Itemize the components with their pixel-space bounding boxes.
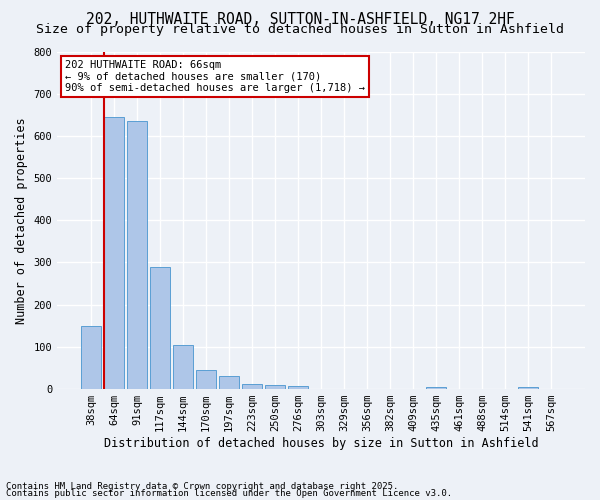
Bar <box>173 345 193 389</box>
Bar <box>196 370 216 389</box>
Bar <box>518 387 538 389</box>
Text: Size of property relative to detached houses in Sutton in Ashfield: Size of property relative to detached ho… <box>36 22 564 36</box>
Bar <box>104 117 124 389</box>
Bar <box>288 386 308 389</box>
Y-axis label: Number of detached properties: Number of detached properties <box>15 117 28 324</box>
Bar <box>427 387 446 389</box>
Text: Contains public sector information licensed under the Open Government Licence v3: Contains public sector information licen… <box>6 489 452 498</box>
Text: Contains HM Land Registry data © Crown copyright and database right 2025.: Contains HM Land Registry data © Crown c… <box>6 482 398 491</box>
Bar <box>127 121 147 389</box>
Bar <box>242 384 262 389</box>
Text: 202, HUTHWAITE ROAD, SUTTON-IN-ASHFIELD, NG17 2HF: 202, HUTHWAITE ROAD, SUTTON-IN-ASHFIELD,… <box>86 12 514 26</box>
Bar <box>81 326 101 389</box>
X-axis label: Distribution of detached houses by size in Sutton in Ashfield: Distribution of detached houses by size … <box>104 437 538 450</box>
Bar <box>265 385 285 389</box>
Bar <box>219 376 239 389</box>
Text: 202 HUTHWAITE ROAD: 66sqm
← 9% of detached houses are smaller (170)
90% of semi-: 202 HUTHWAITE ROAD: 66sqm ← 9% of detach… <box>65 60 365 93</box>
Bar <box>150 266 170 389</box>
